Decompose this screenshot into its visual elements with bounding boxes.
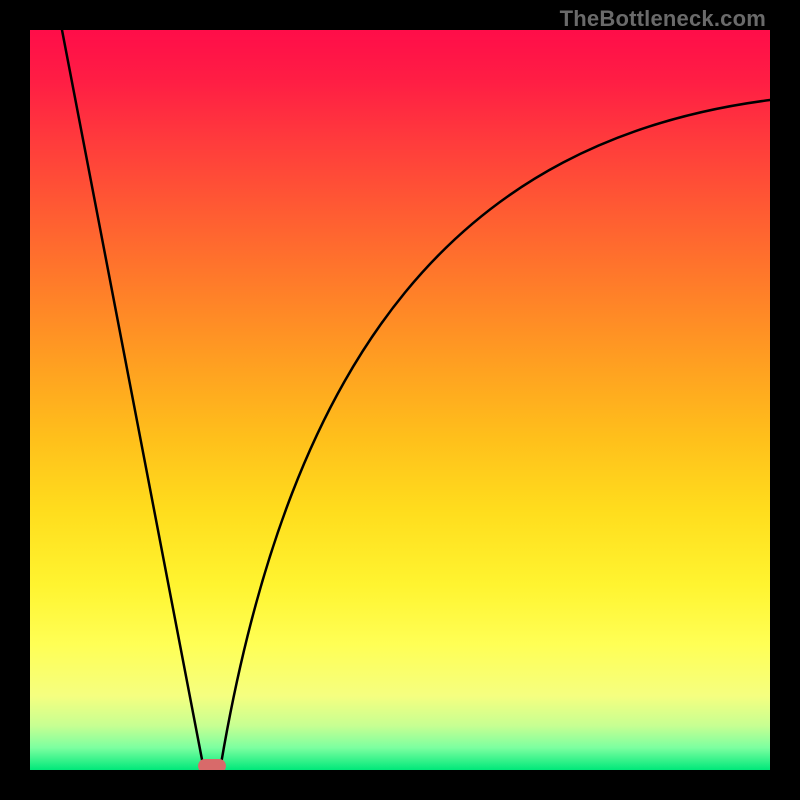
optimum-marker bbox=[198, 759, 226, 770]
plot-frame bbox=[30, 30, 770, 770]
watermark-text: TheBottleneck.com bbox=[560, 6, 766, 32]
bottleneck-curve bbox=[30, 30, 770, 770]
